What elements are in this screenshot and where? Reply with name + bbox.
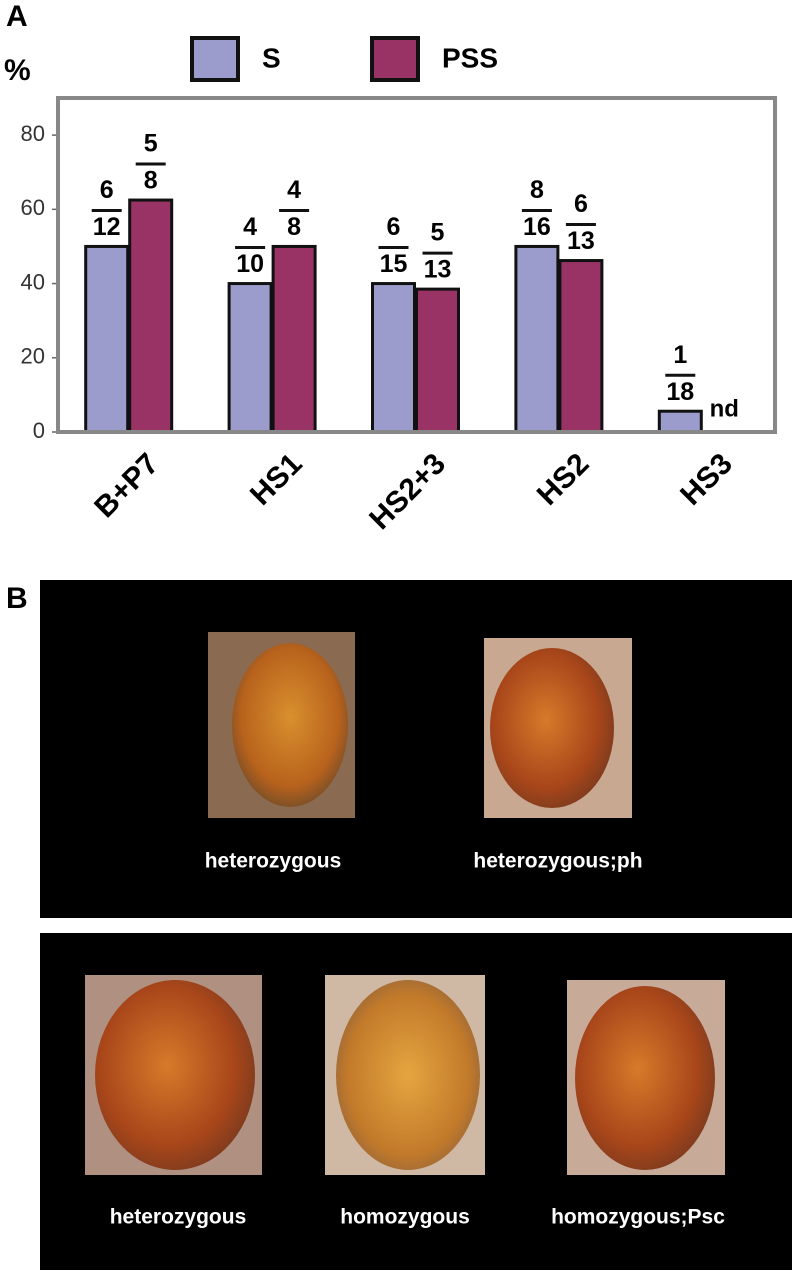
legend-swatch (190, 36, 240, 82)
x-tick-label: HS2+3 (363, 447, 452, 536)
y-tick-label: 60 (21, 195, 45, 220)
eye (490, 648, 614, 808)
x-tick-label: HS1 (244, 447, 309, 512)
fraction-numerator: 6 (100, 176, 114, 204)
y-tick-label: 80 (21, 121, 45, 146)
photo-panel (40, 580, 792, 918)
fraction-numerator: 5 (431, 219, 445, 247)
bar (371, 282, 416, 434)
fraction-numerator: 6 (574, 190, 588, 218)
fraction-numerator: 1 (673, 341, 687, 369)
eye (95, 980, 255, 1170)
caption: heterozygous;ph (473, 850, 642, 873)
value-label: nd (710, 395, 739, 422)
bar (657, 409, 703, 434)
fraction-denominator: 16 (523, 213, 551, 241)
fraction-denominator: 18 (666, 378, 694, 406)
bar (514, 244, 560, 434)
x-tick-label: HS3 (674, 447, 739, 512)
x-tick-label: B+P7 (88, 447, 165, 524)
panel-label: B (6, 582, 28, 615)
fraction-denominator: 8 (287, 213, 301, 241)
eye (232, 643, 348, 807)
plot-frame (56, 96, 777, 434)
y-tick-label: 20 (21, 344, 45, 369)
caption: homozygous;Psc (551, 1206, 725, 1229)
fraction-numerator: 4 (287, 176, 301, 204)
fraction-numerator: 5 (144, 130, 158, 158)
y-axis-label: % (4, 54, 31, 87)
caption: heterozygous (110, 1206, 247, 1229)
fraction-numerator: 4 (243, 213, 257, 241)
fraction-numerator: 6 (387, 213, 401, 241)
bar (227, 282, 273, 434)
fraction-denominator: 8 (144, 167, 158, 195)
panel-label: A (6, 0, 28, 33)
eye (336, 980, 480, 1170)
fraction-denominator: 12 (93, 213, 121, 241)
fraction-numerator: 8 (530, 176, 544, 204)
fraction-denominator: 13 (567, 227, 595, 255)
caption: heterozygous (205, 850, 342, 873)
bar (558, 259, 604, 434)
fraction-denominator: 10 (236, 250, 264, 278)
fraction-denominator: 15 (380, 250, 408, 278)
caption: homozygous (340, 1206, 470, 1229)
legend-label: S (262, 42, 281, 73)
y-tick-label: 40 (21, 269, 45, 294)
bar (271, 244, 317, 434)
eye (575, 986, 715, 1170)
bar (128, 198, 174, 434)
x-tick-label: HS2 (531, 447, 596, 512)
fraction-denominator: 13 (424, 256, 452, 284)
legend-swatch (370, 36, 420, 82)
bar (84, 244, 130, 434)
legend-label: PSS (442, 42, 498, 73)
y-tick-label: 0 (33, 418, 45, 443)
bar (415, 287, 460, 434)
